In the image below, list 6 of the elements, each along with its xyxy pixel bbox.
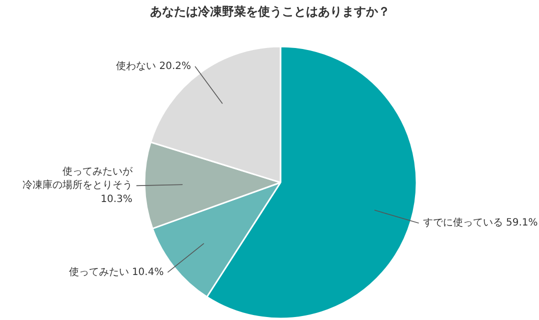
slice-label: すでに使っている 59.1%: [422, 218, 538, 229]
slice-label: 使わない 20.2%: [116, 60, 192, 72]
slice-label: 使ってみたいが冷凍庫の場所をとりそう: [22, 166, 134, 192]
data-label: 10.3%: [100, 194, 132, 205]
chart-title: あなたは冷凍野菜を使うことはありますか？: [150, 4, 390, 18]
slice-label: 使ってみたい 10.4%: [68, 266, 164, 278]
